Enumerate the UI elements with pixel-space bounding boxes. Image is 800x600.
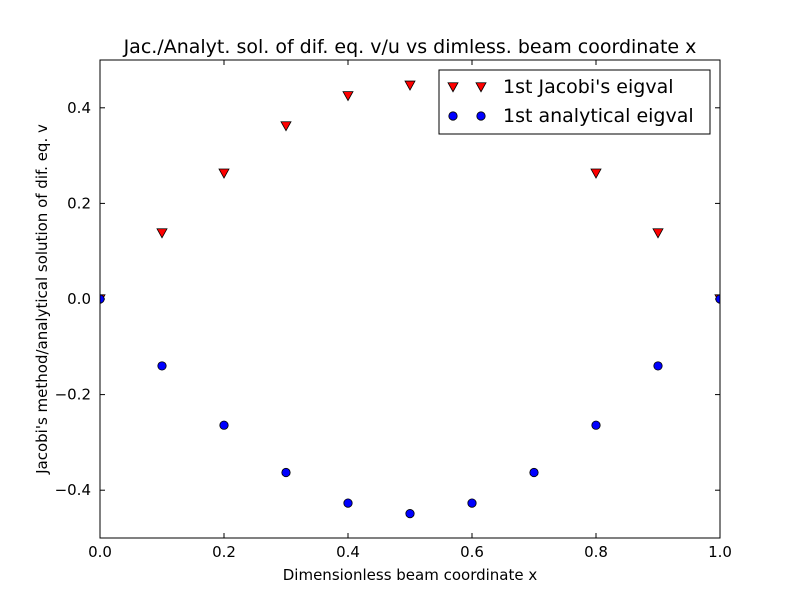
y-tick-label: 0.0	[67, 290, 91, 308]
analytical-point	[281, 467, 291, 478]
y-tick-label: 0.4	[67, 99, 91, 117]
analytical-point	[405, 509, 415, 519]
analytical-point	[467, 498, 477, 508]
x-tick-label: 0.0	[88, 543, 112, 561]
chart-title: Jac./Analyt. sol. of dif. eq. v/u vs dim…	[123, 36, 697, 58]
x-tick-label: 1.0	[708, 543, 732, 561]
legend-markers	[447, 82, 487, 121]
y-axis-label: Jacobi's method/analytical solution of d…	[33, 124, 51, 475]
legend-marker-analytical	[448, 111, 458, 121]
legend-box	[438, 69, 711, 135]
legend-entry-jacobi: 1st Jacobi's eigval	[503, 76, 674, 98]
x-axis-label: Dimensionless beam coordinate x	[283, 566, 538, 584]
legend-marker-jacobi	[475, 82, 487, 93]
legend-marker-jacobi	[447, 82, 459, 93]
jacobi-point	[218, 168, 230, 179]
x-tick-label: 0.4	[336, 543, 360, 561]
analytical-point	[343, 498, 353, 508]
legend-marker-analytical	[476, 111, 486, 121]
jacobi-point	[342, 91, 354, 102]
jacobi-point	[590, 168, 602, 179]
plot-area-frame	[99, 59, 721, 539]
data-marks	[100, 80, 720, 519]
analytical-point	[591, 420, 601, 430]
analytical-point	[653, 361, 663, 371]
legend-entry-analytical: 1st analytical eigval	[503, 105, 694, 127]
analytical-point	[157, 361, 167, 371]
axis-tick-labels: 0.0 0.2 0.4 0.6 0.8 1.0 −0.4 −0.2 0.0 0.2 0.4	[55, 99, 732, 561]
jacobi-point	[652, 228, 664, 239]
analytical-point	[529, 467, 539, 478]
y-tick-label: −0.2	[55, 386, 91, 404]
jacobi-point	[156, 228, 168, 239]
y-tick-label: −0.4	[55, 481, 91, 499]
y-tick-label: 0.2	[67, 194, 91, 212]
legend: 1st Jacobi's eigval 1st analytical eigva…	[438, 69, 711, 135]
x-tick-label: 0.2	[212, 543, 236, 561]
x-tick-label: 0.8	[584, 543, 608, 561]
analytical-point	[219, 420, 229, 430]
x-tick-label: 0.6	[460, 543, 484, 561]
jacobi-point	[404, 80, 416, 91]
jacobi-point	[280, 121, 292, 132]
